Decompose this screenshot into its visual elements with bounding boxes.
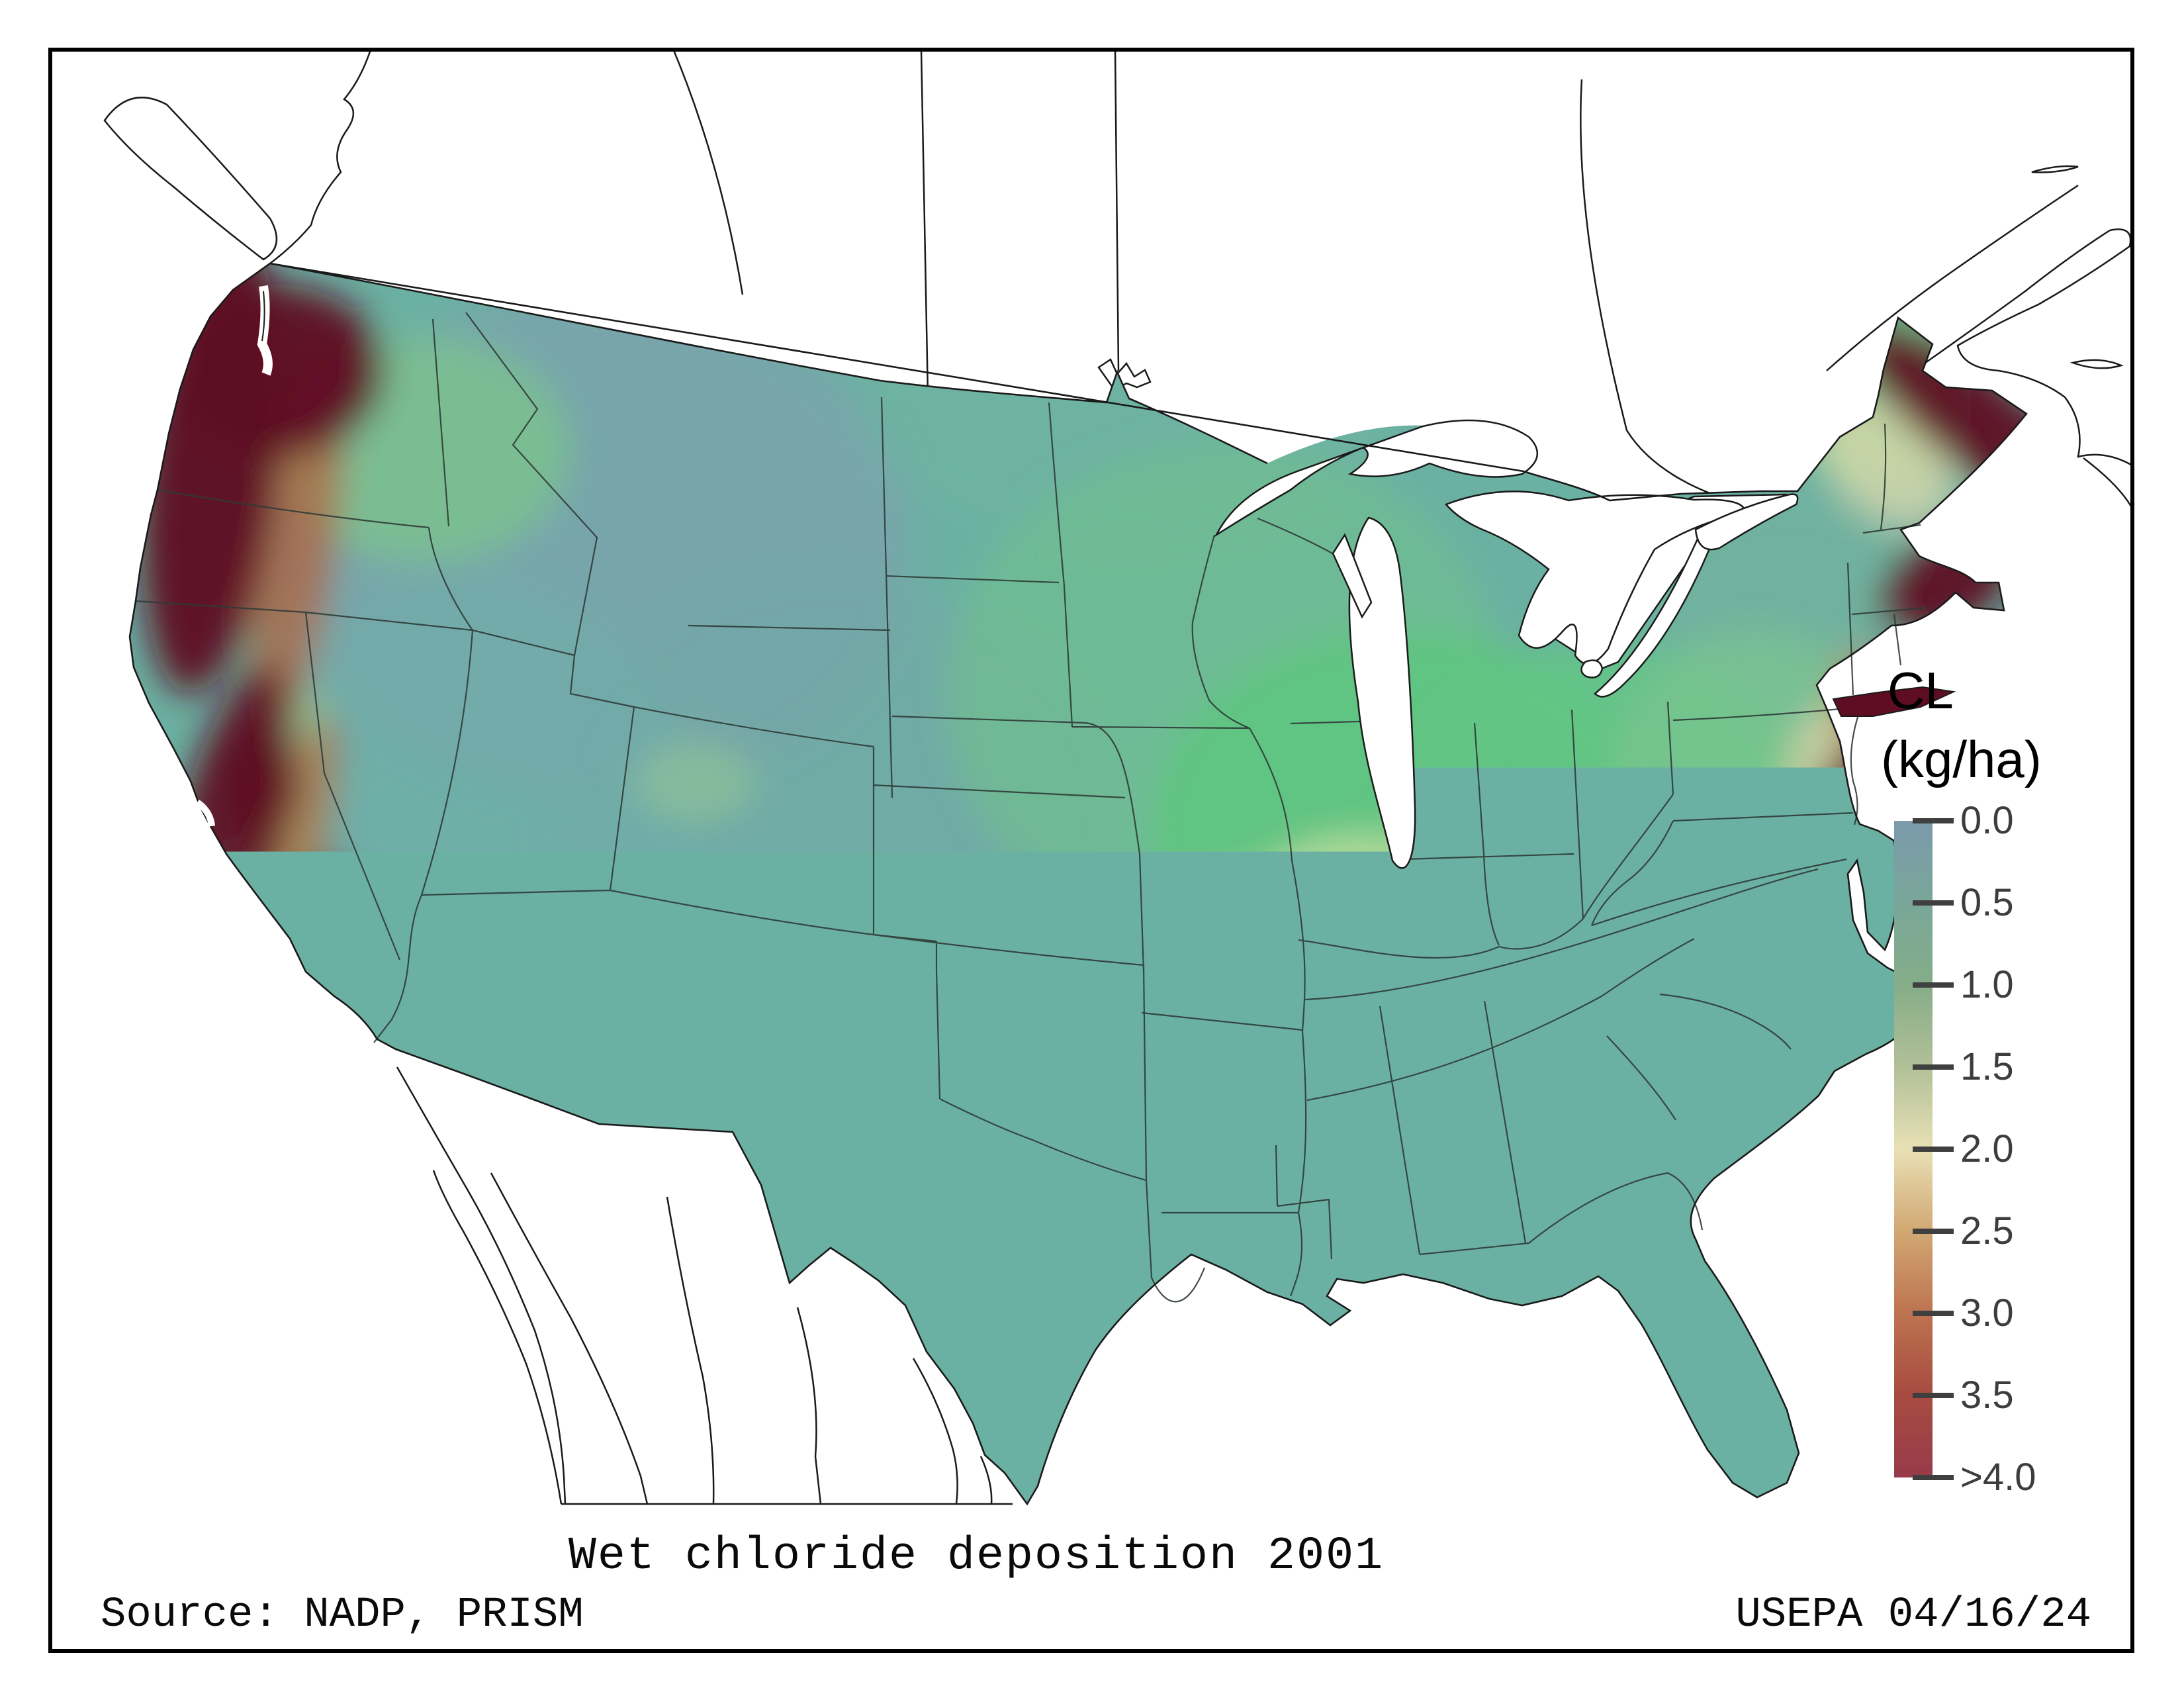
map-title: Wet chloride deposition 2001 (48, 1530, 1904, 1583)
colorbar-tick-label: 2.0 (1960, 1127, 2014, 1172)
colorbar-tick-mark (1913, 1475, 1954, 1480)
colorbar-tick-mark (1913, 982, 1954, 988)
colorbar-tick-mark (1913, 1229, 1954, 1234)
colorbar-tick-mark (1913, 818, 1954, 823)
legend-title: CL (1888, 661, 1954, 721)
legend-units: (kg/ha) (1881, 729, 2042, 790)
colorbar-tick-mark (1913, 1147, 1954, 1152)
source-note: Source: NADP, PRISM (101, 1591, 584, 1639)
colorbar-tick-label: 1.0 (1960, 962, 2014, 1008)
colorbar-tick-label: 0.0 (1960, 798, 2014, 843)
colorbar-tick-label: >4.0 (1960, 1455, 2036, 1500)
colorbar-tick-label: 2.5 (1960, 1209, 2014, 1254)
colorbar-tick-label: 3.0 (1960, 1291, 2014, 1336)
colorbar-tick-label: 0.5 (1960, 880, 2014, 925)
agency-date-note: USEPA 04/16/24 (1655, 1591, 2091, 1639)
colorbar-tick-mark (1913, 1311, 1954, 1316)
colorbar-tick-label: 3.5 (1960, 1373, 2014, 1418)
colorbar-tick-mark (1913, 1393, 1954, 1398)
colorbar-tick-mark (1913, 1064, 1954, 1070)
figure-page: { "title": "Wet chloride deposition 2001… (0, 0, 2184, 1688)
figure-border (48, 48, 2134, 1653)
colorbar-tick-label: 1.5 (1960, 1045, 2014, 1090)
colorbar-tick-mark (1913, 900, 1954, 906)
